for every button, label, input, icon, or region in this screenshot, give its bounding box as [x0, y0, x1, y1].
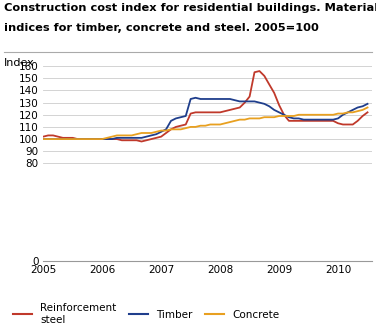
- Timber: [188, 97, 193, 101]
- Line: Timber: Timber: [43, 98, 367, 139]
- Reinforcement
steel: [65, 136, 70, 140]
- Text: Index: Index: [4, 58, 35, 68]
- Reinforcement
steel: [257, 69, 262, 73]
- Timber: [365, 102, 370, 106]
- Concrete: [41, 137, 45, 141]
- Text: indices for timber, concrete and steel. 2005=100: indices for timber, concrete and steel. …: [4, 23, 318, 33]
- Concrete: [287, 114, 291, 118]
- Concrete: [174, 127, 178, 131]
- Timber: [80, 137, 85, 141]
- Concrete: [115, 133, 119, 137]
- Timber: [90, 137, 95, 141]
- Timber: [174, 117, 178, 121]
- Reinforcement
steel: [179, 124, 183, 128]
- Text: Construction cost index for residential buildings. Material: Construction cost index for residential …: [4, 3, 376, 13]
- Reinforcement
steel: [139, 140, 144, 144]
- Line: Concrete: Concrete: [43, 108, 367, 139]
- Timber: [346, 110, 350, 114]
- Reinforcement
steel: [41, 135, 45, 139]
- Reinforcement
steel: [193, 110, 198, 114]
- Timber: [193, 96, 198, 100]
- Concrete: [365, 106, 370, 110]
- Line: Reinforcement
steel: Reinforcement steel: [43, 71, 367, 142]
- Reinforcement
steel: [346, 123, 350, 127]
- Reinforcement
steel: [365, 110, 370, 114]
- Concrete: [90, 137, 95, 141]
- Concrete: [188, 125, 193, 129]
- Reinforcement
steel: [80, 137, 85, 141]
- Timber: [291, 117, 296, 121]
- Timber: [41, 137, 45, 141]
- Concrete: [346, 110, 350, 114]
- Legend: Reinforcement
steel, Timber, Concrete: Reinforcement steel, Timber, Concrete: [9, 299, 283, 329]
- Reinforcement
steel: [296, 119, 301, 123]
